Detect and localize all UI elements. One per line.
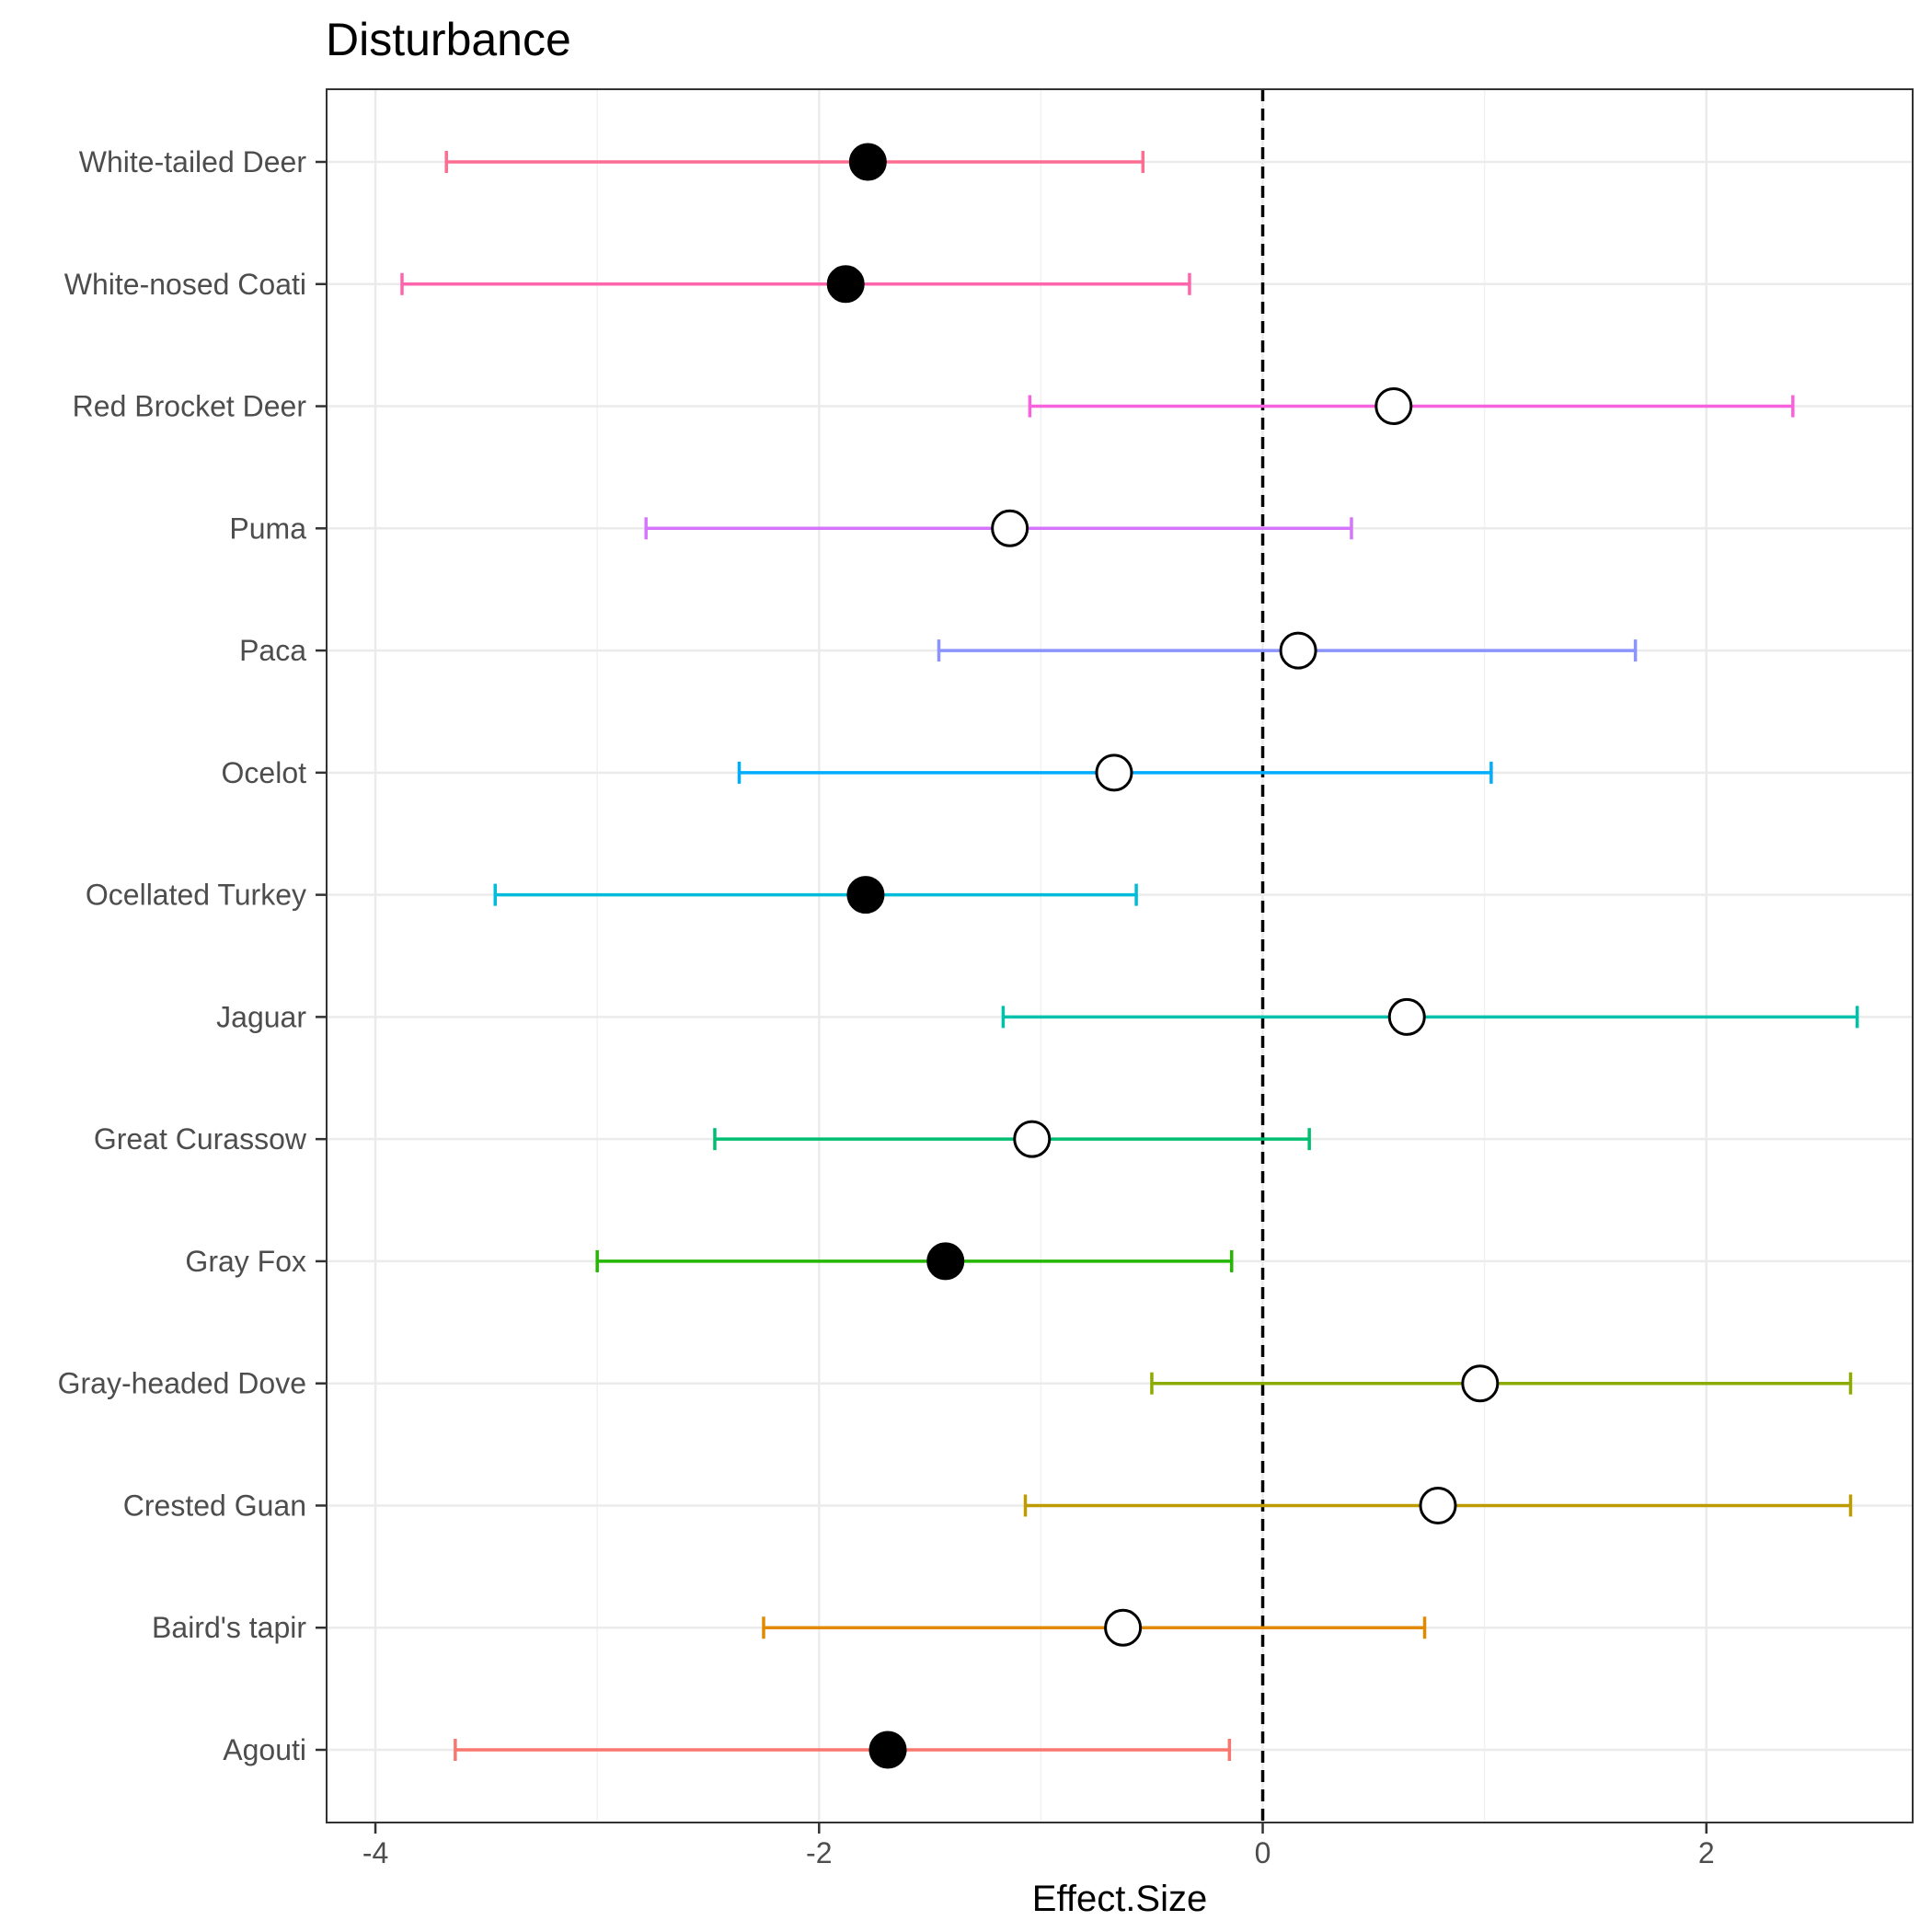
- estimate-point: [1095, 753, 1133, 792]
- y-tick-label: Ocellated Turkey: [86, 879, 306, 912]
- species-row: [937, 631, 1638, 670]
- y-tick-label: Gray-headed Dove: [58, 1367, 306, 1400]
- species-row: [1001, 997, 1859, 1036]
- estimate-point: [1461, 1364, 1500, 1403]
- estimate-point: [991, 509, 1029, 547]
- y-tick-label: Gray Fox: [185, 1245, 306, 1278]
- species-row: [713, 1120, 1311, 1158]
- chart-title: Disturbance: [326, 14, 571, 65]
- species-row: [444, 143, 1145, 181]
- estimate-point: [926, 1242, 965, 1281]
- species-row: [400, 265, 1191, 304]
- y-axis: Agouti Baird's tapir Crested Guan Gray-head…: [58, 145, 327, 1766]
- x-axis: -4 -2 0 2: [362, 1823, 1715, 1869]
- species-row: [595, 1242, 1234, 1281]
- x-tick-label: -4: [362, 1836, 388, 1869]
- estimate-point: [1419, 1486, 1457, 1524]
- y-tick-label: Agouti: [223, 1733, 306, 1766]
- y-tick-label: White-tailed Deer: [79, 145, 307, 178]
- y-tick-label: Ocelot: [222, 756, 307, 789]
- species-row: [762, 1608, 1427, 1647]
- x-tick-label: 0: [1255, 1836, 1271, 1869]
- species-row: [644, 509, 1353, 547]
- y-tick-label: Baird's tapir: [152, 1611, 306, 1644]
- plot-panel-border: [326, 88, 1914, 1823]
- estimate-point: [1387, 997, 1426, 1036]
- x-axis-label: Effect.Size: [1032, 1879, 1207, 1919]
- x-tick-label: 2: [1698, 1836, 1715, 1869]
- species-row: [1150, 1364, 1853, 1403]
- y-tick-label: Great Curassow: [94, 1122, 307, 1156]
- estimate-point: [826, 265, 865, 304]
- estimate-point: [848, 143, 887, 181]
- y-tick-label: Crested Guan: [123, 1489, 306, 1522]
- species-series: [400, 143, 1859, 1769]
- species-row: [1028, 387, 1795, 426]
- estimate-point: [1374, 387, 1413, 426]
- estimate-point: [1104, 1608, 1143, 1647]
- species-row: [1023, 1486, 1853, 1524]
- species-row: [493, 876, 1138, 914]
- species-row: [454, 1731, 1232, 1769]
- estimate-point: [868, 1731, 907, 1769]
- y-tick-label: Paca: [239, 634, 306, 667]
- y-tick-label: White-nosed Coati: [64, 268, 306, 301]
- y-tick-label: Puma: [229, 512, 306, 545]
- estimate-point: [1279, 631, 1317, 670]
- y-tick-label: Jaguar: [216, 1000, 306, 1033]
- estimate-point: [846, 876, 885, 914]
- estimate-point: [1013, 1120, 1052, 1158]
- species-row: [737, 753, 1493, 792]
- x-tick-label: -2: [806, 1836, 832, 1869]
- y-tick-label: Red Brocket Deer: [73, 390, 307, 423]
